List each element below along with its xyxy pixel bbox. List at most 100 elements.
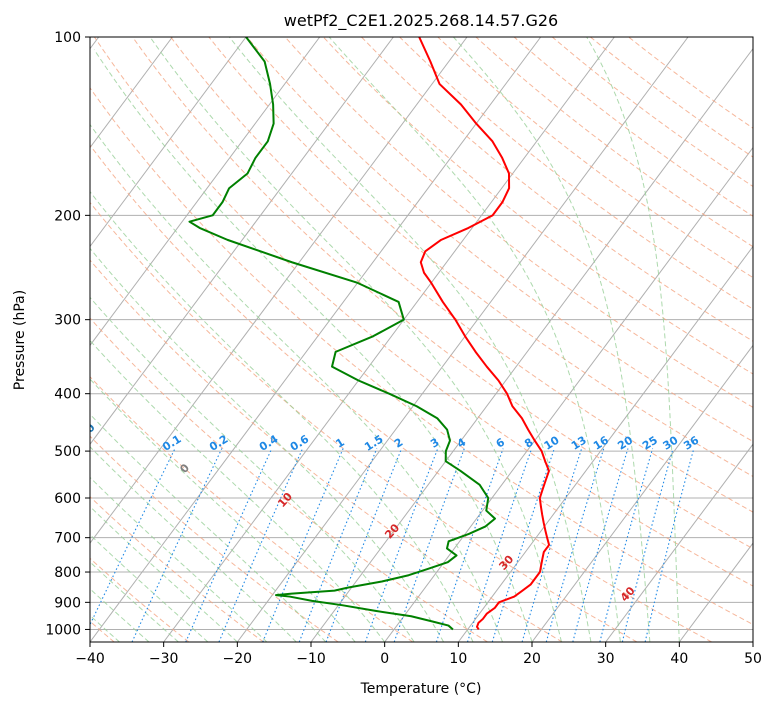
- x-axis-ticks: −40 −30 −20 −10 0 10 20 30 40 50: [75, 642, 762, 667]
- y-tick-label: 500: [54, 444, 81, 460]
- x-tick-label: 20: [523, 651, 541, 667]
- moist-adiabat-line: [90, 413, 327, 642]
- x-tick-label: 10: [449, 651, 467, 667]
- mixing-ratio-line: [572, 448, 629, 642]
- dry-adiabat-label: 20: [382, 521, 402, 541]
- mixing-ratio-line: [491, 448, 555, 642]
- moist-adiabat-line: [90, 247, 445, 642]
- mixing-ratio-line: [435, 448, 504, 642]
- x-tick-label: 40: [670, 651, 688, 667]
- isotherm-line: [90, 37, 247, 248]
- dry-adiabat-line: [90, 201, 638, 642]
- dry-adiabat-line: [90, 435, 339, 642]
- mixing-ratio-label: 4: [455, 435, 469, 450]
- dry-adiabat-label: -10: [75, 421, 98, 445]
- plot-frame: [89, 36, 754, 643]
- mixing-ratio-label: 10: [542, 433, 562, 452]
- mixing-ratio-line: [466, 448, 533, 642]
- dry-adiabat-line: [90, 557, 190, 642]
- dry-adiabat-line: [90, 496, 264, 642]
- moist-adiabat-line: [90, 190, 474, 642]
- dry-adiabat-line: [437, 37, 753, 279]
- dry-adiabat-line: [170, 37, 753, 513]
- mixing-ratio-line: [644, 448, 695, 642]
- profiles: [188, 37, 551, 631]
- dry-adiabat-label: 10: [275, 490, 295, 510]
- y-axis-ticks: 100 200 300 400 500 600 700 800 900 1000: [45, 30, 90, 638]
- isotherm-line: [90, 37, 542, 642]
- mixing-ratio-line: [521, 448, 583, 642]
- moist-adiabat-line: [90, 296, 415, 642]
- mixing-ratio-label: 6: [494, 435, 508, 450]
- moist-adiabat-line: [90, 123, 503, 642]
- moist-adiabat-line: [90, 339, 386, 642]
- mixing-ratio-line: [90, 448, 176, 626]
- isotherm-line: [384, 146, 753, 642]
- y-axis-label: Pressure (hPa): [12, 290, 28, 390]
- mixing-ratio-label: 1: [333, 436, 346, 451]
- isotherm-line: [90, 37, 468, 544]
- isotherm-line: [163, 37, 615, 642]
- mixing-ratio-line: [545, 448, 605, 642]
- mixing-ratio-label: 25: [640, 434, 660, 453]
- y-tick-label: 800: [54, 565, 81, 581]
- y-tick-label: 200: [54, 208, 81, 224]
- y-tick-label: 100: [54, 30, 81, 46]
- y-tick-label: 900: [54, 595, 81, 611]
- dry-adiabat-line: [399, 37, 753, 310]
- dry-adiabat-label: 40: [618, 584, 638, 604]
- y-tick-label: 700: [54, 531, 81, 547]
- y-tick-label: 1000: [45, 622, 81, 638]
- dry-adiabat-line: [90, 317, 488, 642]
- mixing-ratio-line: [393, 448, 465, 642]
- isotherm-line: [605, 443, 753, 642]
- isotherm-line: [531, 344, 753, 642]
- x-tick-label: 50: [744, 651, 762, 667]
- isotherm-line: [236, 37, 689, 642]
- moist-adiabat-line: [90, 561, 179, 642]
- moist-adiabat-line: [90, 476, 268, 642]
- isotherm-line: [90, 37, 173, 149]
- moist-adiabat-line: [453, 37, 651, 642]
- mixing-ratio-line: [364, 448, 439, 642]
- x-tick-label: −10: [296, 651, 326, 667]
- mixing-ratio-line: [131, 448, 223, 642]
- mixing-ratio-label: 0.1: [160, 432, 183, 453]
- dry-adiabat-label: -20: [0, 387, 9, 411]
- dewpoint-line: [188, 37, 497, 631]
- dry-adiabat-label: 0: [177, 461, 192, 476]
- x-tick-label: −40: [75, 651, 105, 667]
- mixing-ratio-line: [262, 448, 344, 642]
- mixing-ratio-label: 13: [569, 434, 589, 453]
- mixing-ratio-line: [621, 448, 674, 642]
- moist-adiabat-line: [149, 37, 562, 642]
- mixing-ratio-line: [298, 448, 378, 642]
- mixing-ratio-line: [325, 448, 403, 642]
- dry-adiabat-line: [361, 37, 753, 342]
- mixing-ratio-line: [599, 448, 654, 642]
- moist-adiabat-line: [328, 37, 621, 642]
- temperature-line: [418, 37, 551, 631]
- dry-adiabat-line: [90, 144, 712, 642]
- dry-adiabat-line: [322, 37, 753, 375]
- moist-adiabat-line: [228, 37, 592, 642]
- x-tick-label: −20: [223, 651, 253, 667]
- y-tick-label: 600: [54, 491, 81, 507]
- dry-adiabat-label: 30: [496, 552, 516, 572]
- mixing-ratio-label: 3: [428, 436, 441, 451]
- dry-adiabat-line: [284, 37, 753, 408]
- x-tick-label: −30: [149, 651, 179, 667]
- dry-adiabat-line: [246, 37, 753, 443]
- moist-adiabat-line: [93, 49, 533, 642]
- mixing-ratio-line: [218, 448, 304, 642]
- dry-adiabat-line: [90, 259, 563, 642]
- dry-adiabat-line: [90, 87, 753, 626]
- isotherm-line: [90, 37, 394, 446]
- mixing-ratio-label: 16: [591, 433, 611, 452]
- background-lines: [90, 37, 753, 642]
- dry-adiabat-line: [551, 37, 753, 188]
- moist-adiabat-line: [90, 378, 356, 642]
- y-tick-label: 400: [54, 387, 81, 403]
- moist-adiabat-line: [90, 533, 209, 642]
- mixing-ratio-label: 0.4: [257, 432, 281, 454]
